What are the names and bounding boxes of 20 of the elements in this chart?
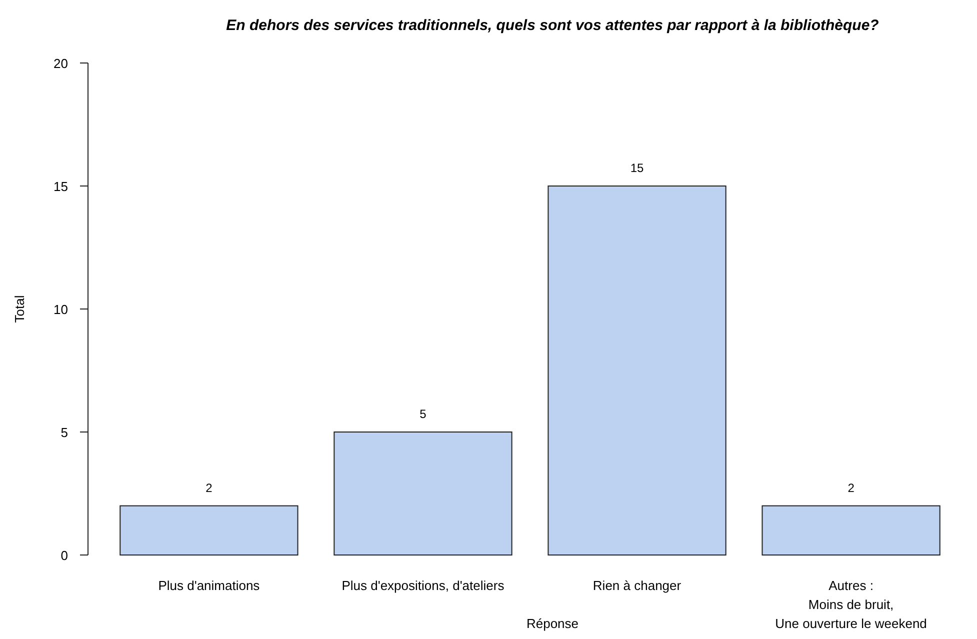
- bar: [334, 432, 512, 556]
- bar: [762, 505, 940, 556]
- y-axis-title: Total: [12, 295, 27, 323]
- y-tick-label: 20: [54, 56, 68, 71]
- y-tick-label: 10: [54, 302, 68, 317]
- x-axis-title: Réponse: [526, 616, 579, 631]
- x-tick-label: Plus d'expositions, d'ateliers: [342, 578, 505, 593]
- bar: [548, 186, 726, 556]
- data-label: 5: [420, 407, 427, 421]
- y-tick-label: 0: [60, 548, 68, 563]
- data-label: 2: [848, 480, 855, 495]
- x-tick-label: Autres : Moins de bruit, Une ouverture le weekend: [775, 578, 927, 631]
- x-tick-label: Rien à changer: [592, 578, 682, 593]
- chart-title: En dehors des services traditionnels, quels sont vos attentes par rapport à la bibliothèque?: [226, 17, 879, 34]
- y-tick-label: 5: [60, 425, 68, 440]
- data-label: 2: [206, 480, 213, 495]
- bar: [120, 505, 298, 556]
- y-tick-label: 15: [54, 179, 68, 194]
- x-tick-label: Plus d'animations: [158, 578, 260, 593]
- data-label: 15: [630, 161, 644, 175]
